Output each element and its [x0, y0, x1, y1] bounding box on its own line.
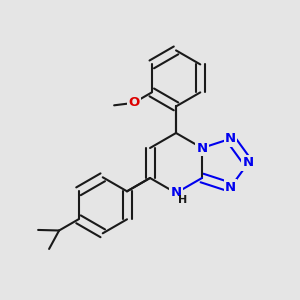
- Text: N: N: [196, 142, 208, 154]
- Text: H: H: [178, 195, 188, 205]
- Text: N: N: [170, 187, 182, 200]
- Text: O: O: [128, 96, 139, 110]
- Text: N: N: [243, 157, 254, 169]
- Text: N: N: [225, 132, 236, 145]
- Text: N: N: [225, 181, 236, 194]
